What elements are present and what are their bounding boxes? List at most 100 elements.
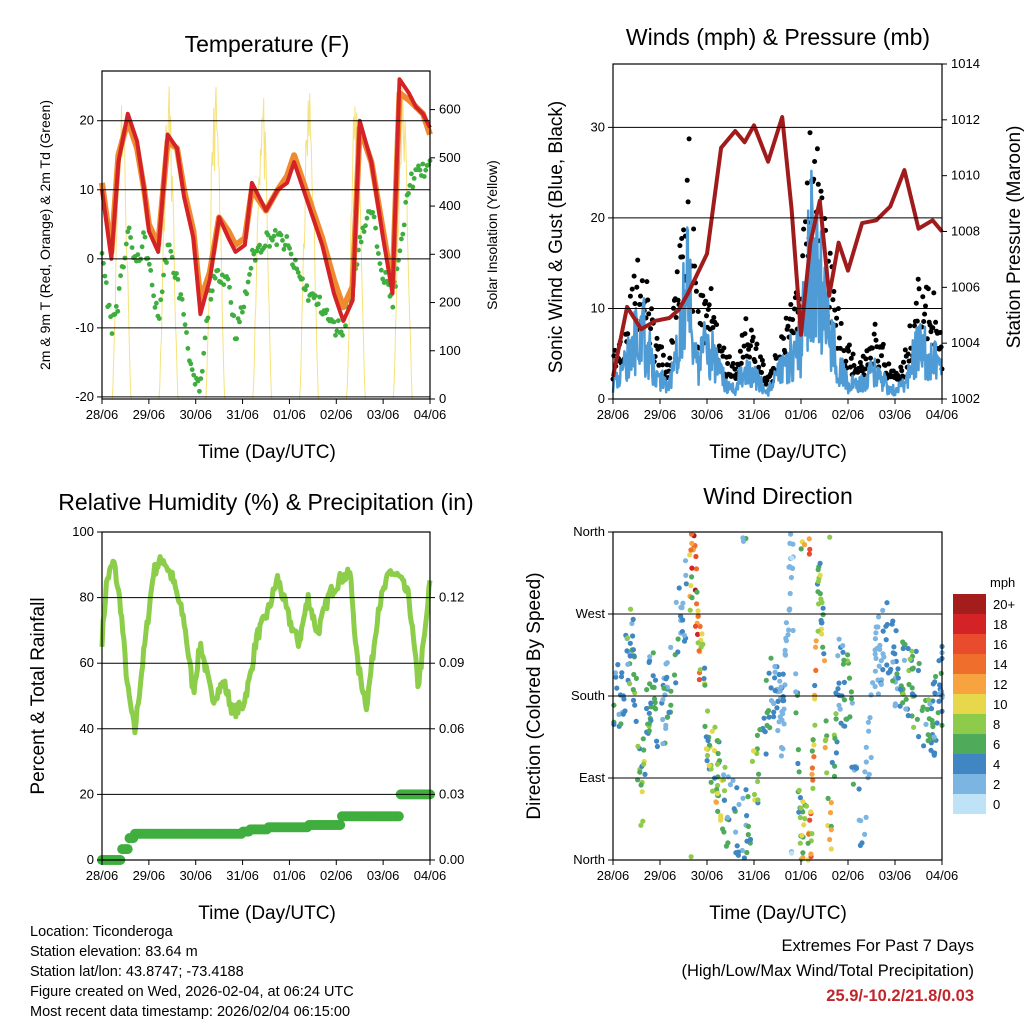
direction-point (907, 656, 913, 662)
y-tick-label: 20 (80, 786, 94, 801)
direction-point (721, 797, 728, 803)
direction-point (892, 703, 898, 709)
direction-point (812, 696, 818, 702)
gust-point (721, 345, 727, 351)
direction-point (890, 678, 896, 684)
direction-point (872, 647, 878, 653)
x-tick-label: 04/06 (414, 868, 447, 883)
legend-swatch (953, 694, 986, 714)
direction-point (880, 607, 886, 614)
dewpoint-point (174, 271, 179, 276)
gust-point (850, 351, 856, 357)
direction-point (679, 605, 685, 611)
dewpoint-point (113, 304, 119, 309)
legend-swatch (953, 614, 986, 634)
direction-point (628, 606, 634, 612)
direction-point (662, 692, 668, 698)
dewpoint-point (123, 241, 129, 247)
x-tick-label: 29/06 (644, 407, 677, 422)
direction-point (881, 654, 887, 660)
gust-point (674, 269, 680, 275)
x-tick-label: 31/06 (738, 868, 771, 883)
gust-point (754, 341, 760, 347)
dewpoint-point (201, 350, 207, 356)
direction-point (694, 589, 700, 595)
gust-point (714, 322, 720, 328)
direction-point (648, 700, 654, 706)
dewpoint-point (295, 270, 301, 275)
gust-point (705, 307, 711, 312)
direction-point (678, 613, 684, 619)
x-tick-label: 28/06 (86, 868, 119, 883)
x-tick-label: 29/06 (644, 868, 677, 883)
direction-point (751, 791, 758, 798)
direction-point (627, 640, 633, 646)
direction-point (788, 531, 794, 537)
humidity-xlabel: Time (Day/UTC) (198, 903, 336, 924)
gust-point (677, 243, 683, 249)
y-tick-label: 0 (87, 251, 94, 266)
winds-plot-frame (612, 63, 943, 400)
y-tick-label: 40 (80, 721, 94, 736)
direction-point (793, 671, 799, 677)
gust-point (790, 317, 796, 323)
dewpoint-point (209, 288, 215, 294)
direction-point (890, 650, 896, 656)
direction-point (688, 531, 695, 537)
gust-point (750, 334, 756, 340)
direction-point (725, 840, 731, 846)
dewpoint-point (248, 265, 254, 271)
direction-point (938, 670, 944, 677)
direction-point (708, 779, 714, 785)
dewpoint-point (166, 242, 172, 248)
direction-ylabel: Direction (Colored By Speed) (524, 572, 545, 819)
legend-label: 10 (993, 697, 1007, 712)
direction-point (929, 717, 935, 724)
direction-point (890, 618, 896, 624)
temp-2m-line (100, 77, 432, 323)
gust-point (703, 298, 709, 304)
direction-point (646, 710, 652, 716)
dewpoint-point (400, 231, 406, 237)
direction-point (806, 551, 813, 557)
direction-point (612, 670, 619, 676)
gust-point (660, 362, 665, 368)
gust-point (922, 311, 928, 317)
gust-point (693, 288, 699, 294)
direction-point (761, 715, 767, 721)
dewpoint-point (281, 246, 287, 252)
direction-point (824, 770, 830, 776)
direction-point (781, 706, 787, 712)
direction-point (772, 675, 778, 681)
gust-point (875, 358, 881, 364)
direction-point (900, 639, 906, 645)
direction-point (722, 764, 728, 770)
gust-point (846, 348, 851, 354)
direction-point (924, 706, 931, 713)
direction-point (664, 674, 670, 680)
dewpoint-point (202, 335, 208, 341)
y-right-tick-label: 0.09 (439, 655, 464, 670)
dewpoint-point (272, 228, 278, 233)
dewpoint-point (333, 332, 338, 338)
direction-point (782, 652, 788, 658)
direction-point (836, 702, 842, 708)
dewpoint-point (257, 242, 262, 248)
direction-point (754, 732, 761, 739)
direction-point (817, 572, 823, 578)
dewpoint-point (397, 248, 403, 254)
dewpoint-point (390, 304, 396, 310)
station-info: Location: Ticonderoga Station elevation:… (30, 922, 354, 1022)
y-tick-label: North (573, 524, 605, 539)
direction-point (877, 646, 883, 653)
direction-point (856, 786, 862, 792)
y-tick-label: 20 (591, 210, 605, 225)
legend-swatch (953, 794, 986, 814)
gust-point (759, 370, 764, 375)
dewpoint-point (151, 293, 157, 299)
direction-point (850, 781, 857, 787)
y-tick-label: 100 (72, 524, 94, 539)
winds-pressure-panel: Winds (mph) & Pressure (mb) 30 20 10 0 1014 1… (546, 24, 1024, 463)
gust-point (907, 323, 913, 329)
direction-point (744, 838, 750, 844)
